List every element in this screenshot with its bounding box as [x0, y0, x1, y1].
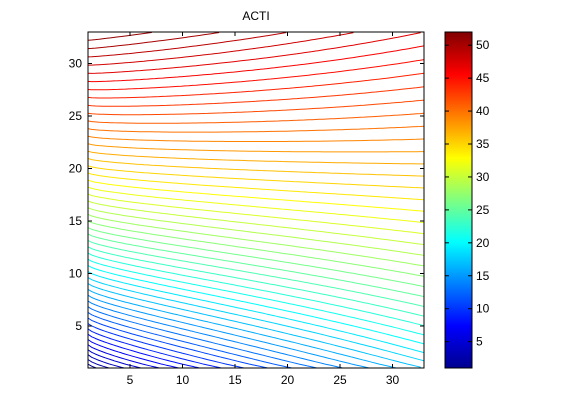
colorbar-tick-label: 50: [476, 38, 490, 52]
contour-line: [88, 300, 344, 368]
contour-line: [88, 271, 424, 354]
contour-line: [88, 277, 424, 362]
y-tick-label: 15: [69, 214, 83, 228]
chart-title: ACTI: [242, 9, 269, 23]
colorbar-tick-label: 25: [476, 203, 490, 217]
contour-line: [88, 200, 424, 246]
contour-line: [88, 207, 424, 256]
contour-line: [88, 317, 268, 368]
contour-line: [88, 165, 424, 189]
contour-line: [88, 233, 424, 298]
contour-line: [88, 246, 424, 317]
contour-line: [88, 172, 424, 201]
contour-line: [88, 32, 421, 74]
contour-line: [88, 227, 424, 288]
contour-line: [88, 150, 424, 165]
contour-line: [88, 311, 293, 368]
contour-line: [88, 72, 424, 99]
contour-line: [88, 213, 424, 267]
y-tick-label: 5: [75, 319, 82, 333]
colorbar-axis: 5 10 15 20 25 30 35 40 45 50: [445, 38, 490, 349]
x-tick-label: 10: [176, 373, 190, 387]
contour-line: [88, 323, 245, 368]
colorbar-tick-label: 20: [476, 236, 490, 250]
contour-line: [88, 158, 424, 177]
contour-line: [88, 32, 152, 41]
colorbar-tick-label: 35: [476, 137, 490, 151]
contour-line: [88, 220, 424, 277]
contour-line: [88, 32, 220, 50]
contour-line: [88, 143, 424, 153]
x-axis: 5 10 15 20 25 30: [127, 32, 400, 387]
contour-line: [88, 240, 424, 307]
contour-lines: [88, 32, 424, 368]
y-tick-label: 10: [69, 267, 83, 281]
colorbar-tick-label: 30: [476, 170, 490, 184]
contour-line: [88, 125, 424, 133]
colorbar: [444, 31, 473, 369]
plot-frame: [87, 31, 425, 369]
contour-line: [88, 252, 424, 327]
contour-line: [88, 264, 424, 345]
contour-line: [88, 112, 424, 124]
x-tick-label: 20: [281, 373, 295, 387]
colorbar-tick-label: 15: [476, 269, 490, 283]
contour-line: [88, 339, 180, 368]
x-tick-label: 5: [127, 373, 134, 387]
contour-line: [88, 135, 424, 142]
contour-line: [88, 86, 424, 107]
y-tick-label: 25: [69, 109, 83, 123]
y-tick-label: 20: [69, 162, 83, 176]
colorbar-tick-label: 45: [476, 71, 490, 85]
contour-line: [88, 294, 370, 368]
x-tick-label: 25: [333, 373, 347, 387]
y-tick-label: 30: [69, 57, 83, 71]
contour-line: [88, 306, 318, 368]
contour-line: [88, 328, 222, 368]
colorbar-tick-label: 5: [476, 335, 483, 349]
colorbar-tick-label: 10: [476, 302, 490, 316]
contour-line: [88, 32, 354, 66]
contour-line: [88, 59, 424, 91]
contour-line: [88, 258, 424, 336]
contour-line: [88, 186, 424, 224]
contour-line: [88, 363, 97, 368]
x-tick-label: 30: [386, 373, 400, 387]
contour-line: [88, 283, 421, 368]
x-tick-label: 15: [228, 373, 242, 387]
contour-line: [88, 288, 397, 368]
contour-line: [88, 32, 287, 58]
y-axis: 5 10 15 20 25 30: [69, 57, 424, 333]
contour-line: [88, 99, 424, 116]
colorbar-tick-label: 40: [476, 104, 490, 118]
contour-line: [88, 45, 424, 83]
